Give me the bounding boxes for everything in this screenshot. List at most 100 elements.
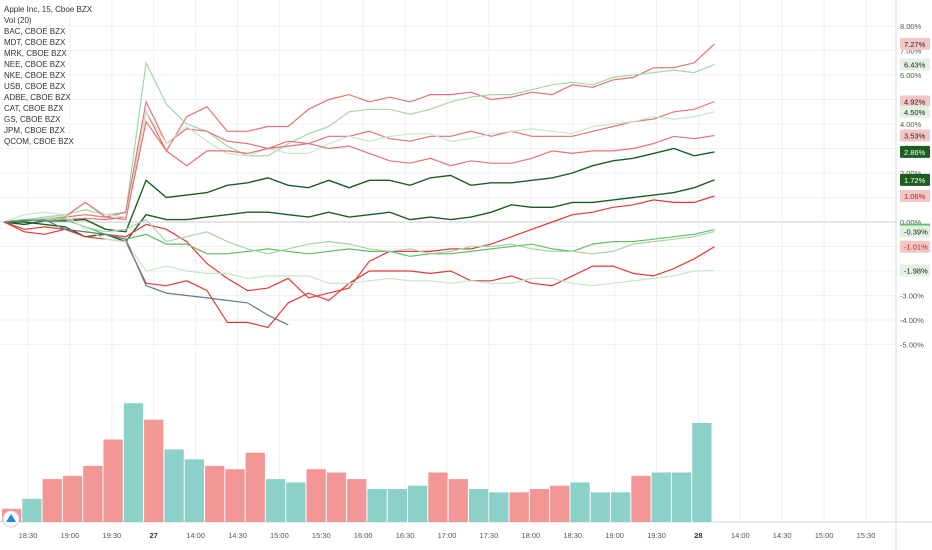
series-end-badge xyxy=(900,58,930,71)
legend-item[interactable]: NKE, CBOE BZX xyxy=(4,71,66,80)
series-line xyxy=(3,217,715,255)
x-tick-label: 27 xyxy=(150,531,158,540)
series-end-label: 6.43% xyxy=(904,60,926,69)
volume-bar xyxy=(62,475,83,522)
volume-bar xyxy=(245,452,265,522)
series-line xyxy=(3,43,715,226)
volume-bar xyxy=(225,469,245,522)
series-line xyxy=(3,110,715,223)
x-tick-label: 18:30 xyxy=(19,531,38,540)
volume-bar xyxy=(123,403,144,522)
y-tick-label: 0.00% xyxy=(900,218,922,227)
volume-bar xyxy=(651,472,671,522)
x-tick-label: 15:00 xyxy=(815,531,834,540)
series-line xyxy=(3,211,715,287)
legend-item[interactable]: MDT, CBOE BZX xyxy=(4,38,66,47)
series-end-label: 2.86% xyxy=(904,148,926,157)
series-end-label: 4.92% xyxy=(904,97,926,106)
series-line xyxy=(4,179,715,243)
x-tick-label: 14:30 xyxy=(228,531,247,540)
legend-item[interactable]: Vol (20) xyxy=(4,16,32,25)
series-end-label: -1.01% xyxy=(904,243,928,252)
x-tick-label: 19:30 xyxy=(102,531,121,540)
series-end-badge xyxy=(900,240,930,253)
y-tick-label: -5.00% xyxy=(900,341,924,350)
series-end-badge xyxy=(900,37,930,50)
series-line xyxy=(3,195,715,299)
y-tick-label: 2.00% xyxy=(900,169,922,178)
volume-bar xyxy=(83,465,103,522)
chart-legend: Apple Inc, 15, Cboe BZX Vol (20) BAC, CBOE… xyxy=(4,4,92,147)
series-end-badge xyxy=(900,145,930,158)
legend-item[interactable]: USB, CBOE BZX xyxy=(4,82,66,91)
volume-bar xyxy=(489,492,509,522)
volume-bar xyxy=(611,492,631,522)
series-end-label: 1.06% xyxy=(904,192,926,201)
volume-bar xyxy=(570,482,590,522)
series-end-label: -0.39% xyxy=(904,228,928,237)
series-end-label: 3.53% xyxy=(904,132,926,141)
series-end-badge xyxy=(900,95,930,108)
y-tick-label: 4.00% xyxy=(900,120,922,129)
volume-bar xyxy=(42,479,62,522)
series-line xyxy=(3,218,289,326)
x-tick-label: 15:30 xyxy=(312,531,331,540)
legend-item[interactable]: GS, CBOE BZX xyxy=(4,115,61,124)
volume-bar xyxy=(265,479,286,522)
legend-item[interactable]: QCOM, CBOE BZX xyxy=(4,137,74,146)
volume-bar xyxy=(205,465,225,522)
series-end-badge xyxy=(900,105,930,118)
x-tick-label: 16:00 xyxy=(354,531,373,540)
series-end-label: 1.72% xyxy=(904,176,926,185)
volume-bar xyxy=(468,489,489,522)
legend-item[interactable]: MRK, CBOE BZX xyxy=(4,49,67,58)
volume-bar xyxy=(347,479,367,522)
x-tick-label: 19:00 xyxy=(61,531,80,540)
volume-bar xyxy=(22,498,42,522)
volume-bar xyxy=(164,449,184,522)
volume-bar xyxy=(448,479,468,522)
series-end-label: 4.50% xyxy=(904,108,926,117)
volume-bar xyxy=(144,419,164,522)
volume-bar xyxy=(550,485,570,522)
legend-item[interactable]: JPM, CBOE BZX xyxy=(4,126,65,135)
x-tick-label: 18:00 xyxy=(521,531,540,540)
x-tick-label: 17:30 xyxy=(480,531,499,540)
x-tick-label: 15:30 xyxy=(857,531,876,540)
y-tick-label: -3.00% xyxy=(900,292,924,301)
volume-bar xyxy=(671,472,692,522)
x-tick-label: 15:00 xyxy=(270,531,289,540)
series-end-badge xyxy=(900,225,930,238)
volume-bar xyxy=(529,489,550,522)
series-end-badge xyxy=(900,190,930,203)
series-line xyxy=(3,147,715,233)
volume-bar xyxy=(408,485,428,522)
series-end-label: -1.98% xyxy=(904,267,928,276)
x-tick-label: 19:00 xyxy=(605,531,624,540)
volume-bar xyxy=(509,492,529,522)
series-end-badge xyxy=(900,264,930,277)
volume-bar xyxy=(184,459,204,522)
legend-item[interactable]: Apple Inc, 15, Cboe BZX xyxy=(4,5,93,14)
series-line xyxy=(3,99,715,223)
series-line xyxy=(3,120,715,223)
volume-bar xyxy=(387,489,407,522)
y-tick-label: -4.00% xyxy=(900,316,924,325)
series-end-badge xyxy=(900,129,930,142)
x-tick-label: 28 xyxy=(694,531,702,540)
volume-bar xyxy=(326,472,347,522)
x-tick-label: 14:30 xyxy=(773,531,792,540)
y-tick-label: 7.00% xyxy=(900,47,922,56)
volume-bar xyxy=(103,439,123,522)
legend-item[interactable]: CAT, CBOE BZX xyxy=(4,104,64,113)
legend-item[interactable]: NEE, CBOE BZX xyxy=(4,60,66,69)
x-tick-label: 14:00 xyxy=(186,531,205,540)
x-tick-label: 19:30 xyxy=(647,531,666,540)
volume-bar xyxy=(428,472,448,522)
legend-item[interactable]: ADBE, CBOE BZX xyxy=(4,93,71,102)
volume-bar xyxy=(306,469,326,522)
legend-item[interactable]: BAC, CBOE BZX xyxy=(4,27,66,36)
volume-bar xyxy=(367,489,387,522)
logo-mark-icon xyxy=(6,514,16,522)
x-tick-label: 18:30 xyxy=(563,531,582,540)
